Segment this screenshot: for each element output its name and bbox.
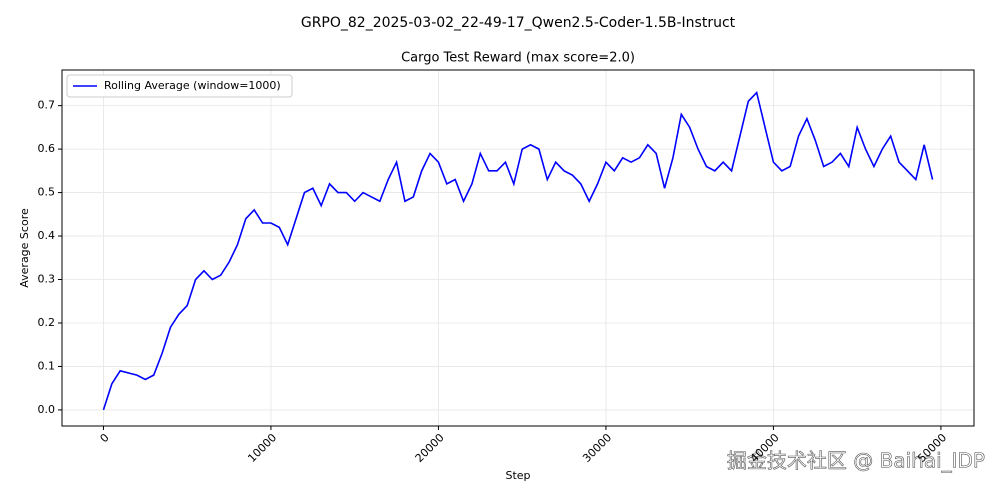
y-tick-label: 0.6 [38,142,56,155]
watermark: 掘金技术社区 @ Baihai_IDP [727,449,985,473]
plot-frame [61,69,975,427]
y-tick-label: 0.7 [38,99,56,112]
legend-label: Rolling Average (window=1000) [104,79,281,92]
legend-box [66,74,293,98]
suptitle: GRPO_82_2025-03-02_22-49-17_Qwen2.5-Code… [301,15,736,31]
chart-title: Cargo Test Reward (max score=2.0) [401,51,635,66]
x-axis-label: Step [505,469,530,482]
y-tick-label: 0.0 [38,403,56,416]
line [102,90,934,411]
y-tick-label: 0.2 [38,316,56,329]
y-tick-label: 0.3 [38,273,56,286]
y-tick-label: 0.5 [38,186,56,199]
x-tick-label: 20000 [413,431,447,465]
y-tick-label: 0.1 [38,359,56,372]
y-axis-label: Average Score [18,208,31,288]
x-tick-label: 0 [98,431,112,445]
y-tick-label: 0.4 [38,229,56,242]
x-tick-label: 30000 [580,431,614,465]
x-tick-label: 10000 [245,431,279,465]
